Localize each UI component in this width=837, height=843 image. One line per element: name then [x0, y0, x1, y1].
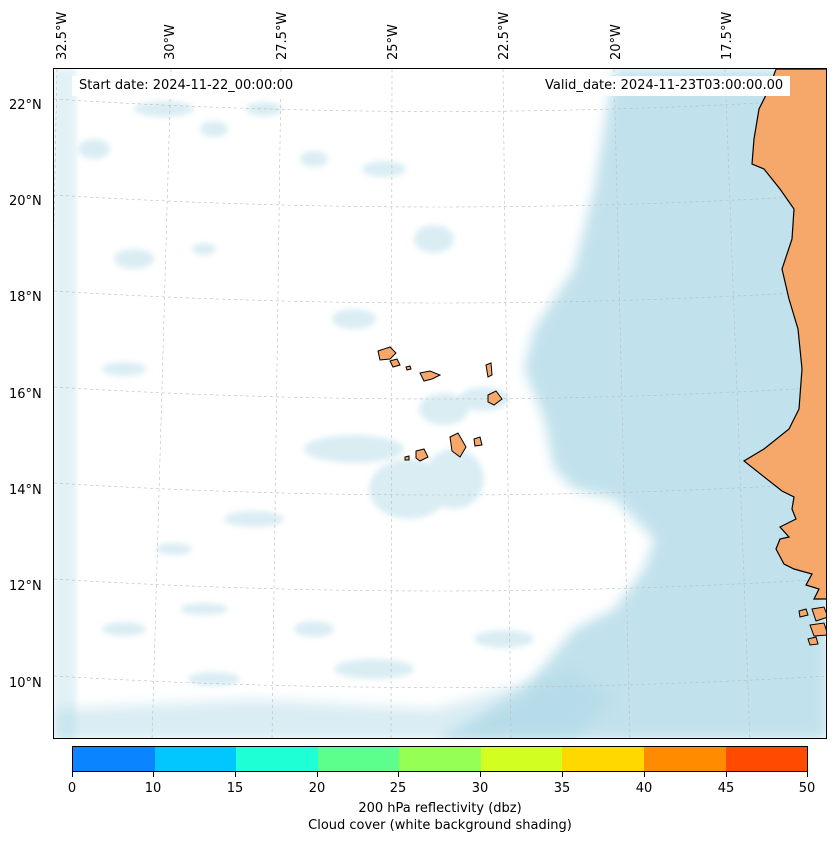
colorbar-sublabel: Cloud cover (white background shading) [308, 818, 572, 833]
lat-label-12n: 12°N [9, 579, 42, 594]
colorbar-tick-label: 45 [717, 781, 735, 796]
map-panel[interactable] [53, 68, 827, 739]
lat-label-22n: 22°N [9, 98, 42, 113]
cloud-cover-west-edge [54, 69, 76, 738]
colorbar-segment-40-45 [643, 747, 726, 771]
lat-label-14n: 14°N [9, 483, 42, 498]
colorbar-tick [562, 772, 563, 777]
graticule [54, 69, 826, 738]
colorbar-tick [398, 772, 399, 777]
lon-label-17-5w: 17.5°W [720, 11, 735, 60]
colorbar-tick [317, 772, 318, 777]
colorbar-segment-30-35 [480, 747, 563, 771]
colorbar-tick [726, 772, 727, 777]
colorbar-segment-35-40 [562, 747, 644, 771]
colorbar-segment-10-15 [154, 747, 237, 771]
lat-label-10n: 10°N [9, 676, 42, 691]
colorbar [72, 746, 808, 772]
lon-label-25w: 25°W [386, 24, 401, 60]
colorbar-tick [480, 772, 481, 777]
colorbar-tick [72, 772, 73, 777]
lat-label-18n: 18°N [9, 290, 42, 305]
colorbar-tick-label: 35 [553, 781, 571, 796]
colorbar-tick-label: 30 [471, 781, 489, 796]
colorbar-segment-15-20 [236, 747, 318, 771]
lon-label-27-5w: 27.5°W [275, 11, 290, 60]
cloud-cover-east [437, 69, 826, 738]
lat-label-16n: 16°N [9, 387, 42, 402]
lon-label-22-5w: 22.5°W [497, 11, 512, 60]
lat-label-20n: 20°N [9, 194, 42, 209]
colorbar-tick-label: 40 [635, 781, 653, 796]
colorbar-segment-20-25 [317, 747, 400, 771]
colorbar-segment-45-50 [725, 747, 808, 771]
lon-label-30w: 30°W [163, 24, 178, 60]
colorbar-tick [644, 772, 645, 777]
colorbar-segment-0-10 [73, 747, 155, 771]
colorbar-segment-25-30 [399, 747, 481, 771]
colorbar-tick [235, 772, 236, 777]
map-canvas [54, 69, 826, 738]
valid-date-label: Valid_date: 2024-11-23T03:00:00.00 [538, 76, 791, 96]
lon-label-32-5w: 32.5°W [55, 11, 70, 60]
colorbar-tick-label: 15 [226, 781, 244, 796]
start-date-label: Start date: 2024-11-22_00:00:00 [72, 76, 301, 96]
colorbar-tick [807, 772, 808, 777]
cloud-cover-south [54, 669, 614, 738]
lon-label-20w: 20°W [609, 24, 624, 60]
colorbar-tick-label: 0 [67, 781, 77, 796]
cloud-patches [78, 101, 534, 686]
colorbar-tick [153, 772, 154, 777]
colorbar-tick-label: 10 [144, 781, 162, 796]
colorbar-tick-label: 20 [308, 781, 326, 796]
africa-land [742, 69, 826, 646]
colorbar-tick-label: 50 [798, 781, 816, 796]
colorbar-tick-label: 25 [389, 781, 407, 796]
colorbar-label: 200 hPa reflectivity (dbz) [358, 801, 522, 816]
cape-verde-islands [377, 346, 503, 462]
